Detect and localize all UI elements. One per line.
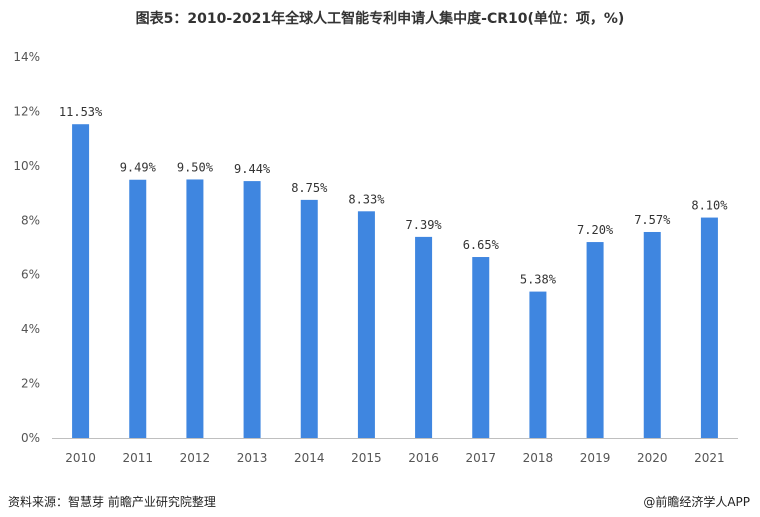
data-label: 8.75% bbox=[291, 181, 328, 195]
bar bbox=[643, 231, 661, 438]
data-label: 5.38% bbox=[520, 273, 557, 287]
bar bbox=[472, 257, 490, 438]
y-tick-label: 0% bbox=[21, 431, 40, 445]
x-tick-label: 2018 bbox=[523, 451, 554, 465]
y-tick-label: 12% bbox=[13, 104, 40, 118]
bar bbox=[300, 199, 318, 438]
data-label: 6.65% bbox=[463, 238, 500, 252]
source-note: 资料来源：智慧芽 前瞻产业研究院整理 bbox=[8, 495, 216, 509]
x-tick-label: 2010 bbox=[65, 451, 96, 465]
data-label: 8.10% bbox=[691, 199, 728, 213]
data-label: 8.33% bbox=[348, 192, 385, 206]
bar bbox=[243, 181, 261, 438]
bar bbox=[700, 217, 718, 438]
x-tick-label: 2012 bbox=[180, 451, 211, 465]
x-tick-label: 2015 bbox=[351, 451, 382, 465]
data-label: 7.57% bbox=[634, 213, 671, 227]
x-tick-label: 2011 bbox=[122, 451, 153, 465]
bar bbox=[529, 291, 547, 438]
x-tick-label: 2019 bbox=[580, 451, 611, 465]
x-tick-label: 2014 bbox=[294, 451, 325, 465]
data-label: 11.53% bbox=[59, 105, 103, 119]
y-tick-label: 14% bbox=[13, 50, 40, 64]
bar bbox=[186, 179, 204, 438]
y-tick-label: 10% bbox=[13, 159, 40, 173]
data-label: 9.44% bbox=[234, 162, 271, 176]
data-label: 7.20% bbox=[577, 223, 614, 237]
data-label: 9.49% bbox=[120, 161, 157, 175]
data-label: 9.50% bbox=[177, 160, 214, 174]
x-tick-label: 2016 bbox=[408, 451, 439, 465]
bar bbox=[129, 179, 147, 438]
bar bbox=[415, 236, 433, 438]
data-label: 7.39% bbox=[406, 218, 443, 232]
y-tick-label: 2% bbox=[21, 377, 40, 391]
x-tick-label: 2013 bbox=[237, 451, 268, 465]
y-tick-label: 4% bbox=[21, 322, 40, 336]
x-tick-label: 2017 bbox=[465, 451, 496, 465]
bar bbox=[586, 242, 604, 438]
bar bbox=[357, 211, 375, 438]
x-tick-label: 2021 bbox=[694, 451, 725, 465]
y-tick-label: 8% bbox=[21, 213, 40, 227]
x-tick-label: 2020 bbox=[637, 451, 668, 465]
bar bbox=[72, 124, 90, 438]
brand-credit: @前瞻经济学人APP bbox=[643, 495, 750, 509]
chart-title: 图表5：2010-2021年全球人工智能专利申请人集中度-CR10(单位：项，%… bbox=[135, 11, 625, 27]
y-tick-label: 6% bbox=[21, 268, 40, 282]
